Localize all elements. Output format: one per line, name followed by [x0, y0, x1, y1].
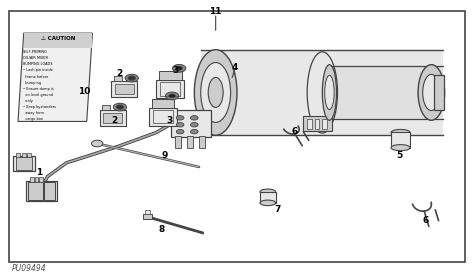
Text: 6: 6: [292, 127, 298, 136]
Bar: [315, 119, 319, 129]
Text: ⚠ CAUTION: ⚠ CAUTION: [41, 36, 75, 41]
Ellipse shape: [418, 65, 445, 120]
Bar: [153, 110, 173, 123]
Bar: [22, 153, 26, 157]
Text: 2: 2: [116, 69, 123, 78]
Text: BUMPING LOADS: BUMPING LOADS: [23, 62, 53, 66]
Bar: [159, 71, 182, 80]
Ellipse shape: [325, 75, 334, 110]
Text: 4: 4: [231, 63, 238, 72]
Polygon shape: [24, 33, 92, 48]
Circle shape: [128, 76, 136, 80]
Circle shape: [191, 129, 198, 134]
Bar: [26, 181, 57, 201]
Ellipse shape: [260, 189, 276, 195]
Text: 6: 6: [422, 216, 429, 225]
Bar: [115, 84, 134, 94]
Bar: [332, 66, 443, 119]
Text: cargo box: cargo box: [23, 117, 43, 121]
Text: 1: 1: [36, 168, 42, 177]
Bar: [152, 99, 174, 108]
Bar: [187, 136, 193, 148]
Text: • Lash pin inside: • Lash pin inside: [23, 68, 53, 72]
Text: • Ensure dump is: • Ensure dump is: [23, 87, 54, 91]
Ellipse shape: [260, 200, 276, 206]
Ellipse shape: [208, 78, 223, 107]
Circle shape: [176, 123, 184, 127]
Ellipse shape: [322, 65, 337, 120]
Text: 2: 2: [111, 116, 118, 124]
Polygon shape: [18, 33, 92, 121]
Bar: [35, 177, 38, 182]
Circle shape: [173, 64, 186, 72]
Text: away from: away from: [23, 111, 44, 115]
Circle shape: [176, 129, 184, 134]
Bar: [102, 105, 110, 110]
Bar: [303, 116, 332, 131]
Text: OIL/AIR MIXER: OIL/AIR MIXER: [23, 56, 48, 60]
Bar: [114, 76, 122, 81]
Text: 9: 9: [162, 152, 168, 160]
Bar: [175, 136, 181, 148]
Bar: [28, 182, 43, 200]
Bar: [103, 113, 122, 123]
Ellipse shape: [391, 145, 410, 151]
Bar: [100, 110, 126, 126]
Bar: [149, 108, 177, 126]
Bar: [30, 177, 34, 182]
Circle shape: [116, 105, 124, 109]
Bar: [16, 157, 32, 170]
Text: 7: 7: [274, 205, 281, 214]
Ellipse shape: [391, 129, 410, 136]
Bar: [201, 50, 443, 135]
Bar: [143, 214, 152, 219]
Bar: [199, 136, 205, 148]
Bar: [391, 132, 410, 148]
Circle shape: [91, 140, 103, 147]
Bar: [307, 119, 312, 129]
Bar: [160, 82, 180, 96]
Ellipse shape: [423, 75, 440, 110]
Text: 11: 11: [210, 7, 222, 16]
Bar: [260, 192, 275, 203]
Bar: [44, 182, 55, 200]
Bar: [16, 153, 20, 157]
Bar: [434, 75, 444, 110]
Circle shape: [176, 67, 182, 70]
Text: SELF-PRIMING: SELF-PRIMING: [23, 50, 48, 54]
Text: • Keep bystanders: • Keep bystanders: [23, 105, 56, 109]
Text: PU09494: PU09494: [12, 264, 46, 273]
Circle shape: [113, 103, 127, 111]
Text: 8: 8: [159, 225, 165, 233]
Circle shape: [176, 116, 184, 120]
Bar: [145, 210, 150, 214]
Bar: [171, 110, 211, 137]
Bar: [156, 80, 184, 98]
Text: frame before: frame before: [23, 75, 48, 78]
Circle shape: [125, 74, 138, 82]
Bar: [13, 156, 35, 171]
Text: 5: 5: [396, 152, 402, 160]
Bar: [322, 119, 327, 129]
Text: bumping: bumping: [23, 81, 41, 84]
Bar: [27, 153, 31, 157]
Text: 3: 3: [166, 116, 173, 124]
Bar: [111, 81, 137, 97]
Text: 3: 3: [172, 66, 179, 75]
Bar: [39, 177, 43, 182]
Text: on level ground: on level ground: [23, 93, 53, 97]
Circle shape: [191, 123, 198, 127]
Text: only: only: [23, 99, 33, 103]
Circle shape: [169, 94, 175, 98]
Circle shape: [165, 92, 179, 100]
Ellipse shape: [201, 62, 231, 122]
Ellipse shape: [194, 50, 237, 135]
Circle shape: [191, 116, 198, 120]
Text: 10: 10: [78, 87, 91, 96]
